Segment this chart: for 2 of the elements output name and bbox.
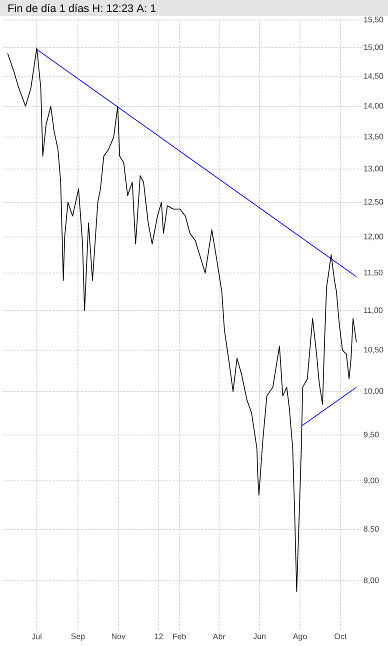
- line-series: [7, 47, 357, 592]
- chart-title: Fin de día 1 días H: 12:23 A: 1: [8, 4, 156, 12]
